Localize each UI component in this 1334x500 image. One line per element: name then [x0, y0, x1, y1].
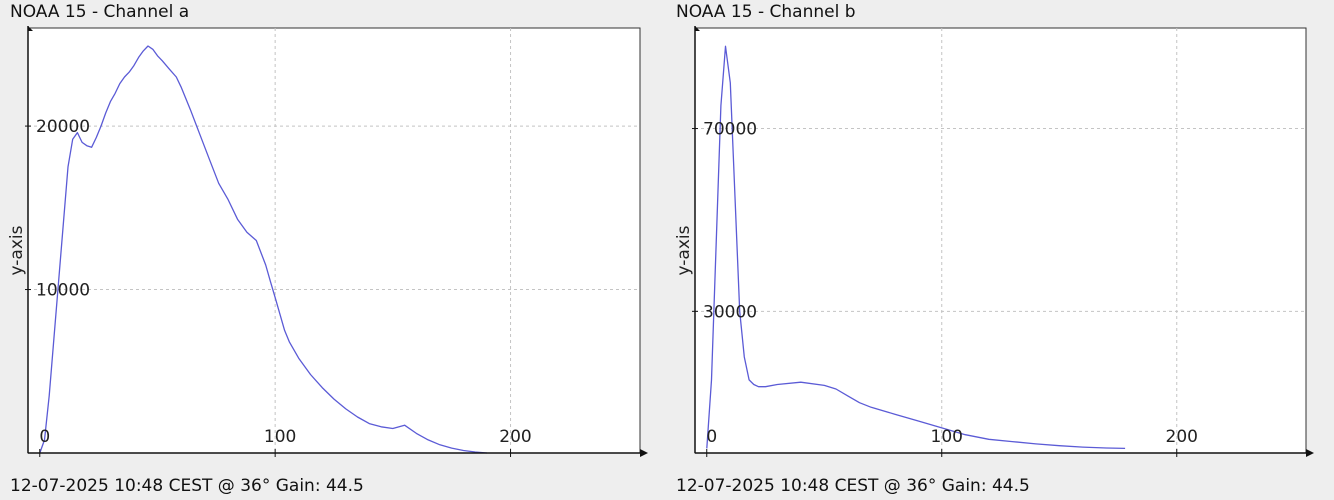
- y-tick-label: 30000: [703, 302, 757, 322]
- x-tick-label: 200: [499, 427, 531, 447]
- x-tick-label: 100: [264, 427, 296, 447]
- x-axis-arrow: [640, 449, 648, 457]
- x-axis-arrow: [1306, 449, 1314, 457]
- plot-area: [695, 28, 1306, 453]
- x-tick-label: 100: [931, 427, 963, 447]
- y-axis-label: y-axis: [674, 225, 694, 275]
- y-tick-label: 10000: [36, 281, 90, 301]
- chart-panel-channel-a: NOAA 15 - Channel a 0 100 200 10000 20000 y-a…: [0, 0, 667, 500]
- x-tick-label: 0: [706, 427, 717, 447]
- x-tick-label: 0: [39, 427, 50, 447]
- chart-panel-channel-b: NOAA 15 - Channel b 0 100 200 30000 70000 y-a…: [667, 0, 1334, 500]
- plot-area: [28, 28, 640, 453]
- x-tick-label: 200: [1166, 427, 1198, 447]
- chart-plot: 0 100 200 10000 20000 y-axis: [0, 0, 667, 500]
- timestamp-caption: 12-07-2025 10:48 CEST @ 36° Gain: 44.5: [10, 476, 364, 496]
- y-tick-label: 20000: [36, 117, 90, 137]
- y-axis-label: y-axis: [7, 225, 27, 275]
- chart-plot: 0 100 200 30000 70000 y-axis: [667, 0, 1334, 500]
- timestamp-caption: 12-07-2025 10:48 CEST @ 36° Gain: 44.5: [676, 476, 1030, 496]
- y-tick-label: 70000: [703, 120, 757, 140]
